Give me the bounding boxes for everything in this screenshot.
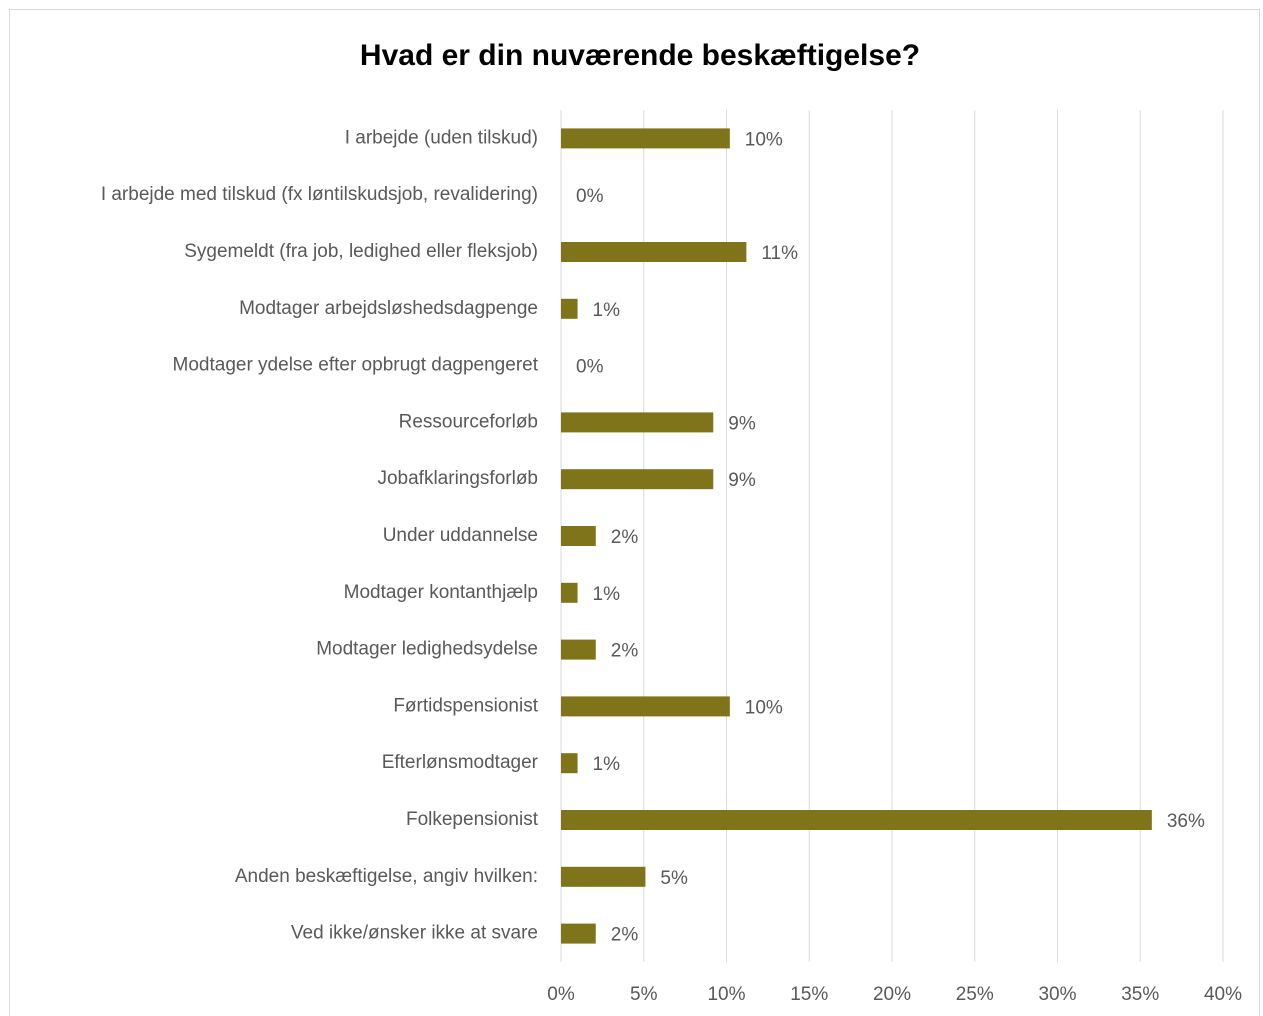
data-label: 10% bbox=[745, 697, 783, 718]
data-label: 2% bbox=[611, 527, 639, 548]
y-tick-label: Anden beskæftigelse, angiv hvilken: bbox=[235, 866, 538, 887]
data-label: 2% bbox=[611, 925, 639, 946]
x-tick-label: 40% bbox=[1204, 984, 1242, 1005]
x-tick-label: 30% bbox=[1038, 984, 1076, 1005]
bar bbox=[561, 923, 596, 944]
y-tick-label: Modtager ydelse efter opbrugt dagpengere… bbox=[173, 355, 539, 376]
x-tick-label: 0% bbox=[547, 984, 575, 1005]
x-tick-label: 5% bbox=[630, 984, 658, 1005]
data-label: 10% bbox=[745, 129, 783, 150]
data-label: 5% bbox=[660, 868, 688, 889]
bar bbox=[561, 526, 596, 546]
bar bbox=[561, 639, 596, 660]
x-tick-label: 35% bbox=[1121, 984, 1159, 1005]
data-label: 1% bbox=[593, 300, 621, 321]
bar bbox=[561, 696, 730, 717]
y-tick-label: Ressourceforløb bbox=[399, 411, 538, 432]
y-tick-label: Jobafklaringsforløb bbox=[377, 468, 538, 489]
y-tick-label: Modtager arbejdsløshedsdagpenge bbox=[239, 298, 538, 319]
y-tick-label: Modtager kontanthjælp bbox=[344, 582, 538, 603]
bar bbox=[561, 128, 730, 149]
bar bbox=[561, 242, 747, 262]
chart-border bbox=[9, 9, 1260, 1016]
data-label: 2% bbox=[611, 641, 639, 662]
y-tick-label: Under uddannelse bbox=[383, 525, 538, 546]
bar bbox=[561, 810, 1152, 830]
data-label: 0% bbox=[576, 357, 604, 378]
data-label: 1% bbox=[593, 584, 621, 605]
y-tick-label: Sygemeldt (fra job, ledighed eller fleks… bbox=[184, 241, 538, 262]
x-tick-label: 20% bbox=[873, 984, 911, 1005]
data-label: 1% bbox=[593, 754, 621, 775]
y-tick-label: I arbejde (uden tilskud) bbox=[345, 127, 538, 148]
data-label: 11% bbox=[761, 243, 798, 264]
y-tick-label: Folkepensionist bbox=[406, 809, 539, 830]
x-tick-label: 25% bbox=[956, 984, 994, 1005]
bar bbox=[561, 298, 578, 319]
data-label: 36% bbox=[1167, 811, 1205, 832]
bar bbox=[561, 469, 714, 490]
y-tick-label: I arbejde med tilskud (fx løntilskudsjob… bbox=[101, 184, 538, 205]
y-tick-label: Førtidspensionist bbox=[393, 695, 538, 716]
bar bbox=[561, 753, 578, 774]
bar bbox=[561, 866, 646, 887]
bar bbox=[561, 412, 714, 433]
y-tick-label: Efterlønsmodtager bbox=[382, 752, 539, 773]
y-tick-label: Modtager ledighedsydelse bbox=[316, 639, 538, 660]
bar bbox=[561, 582, 578, 603]
data-label: 9% bbox=[728, 413, 756, 434]
x-tick-label: 15% bbox=[790, 984, 828, 1005]
x-tick-label: 10% bbox=[707, 984, 745, 1005]
data-label: 0% bbox=[576, 186, 604, 207]
chart-title: Hvad er din nuværende beskæftigelse? bbox=[360, 39, 920, 72]
data-label: 9% bbox=[728, 470, 756, 491]
y-tick-label: Ved ikke/ønsker ikke at svare bbox=[291, 923, 538, 944]
